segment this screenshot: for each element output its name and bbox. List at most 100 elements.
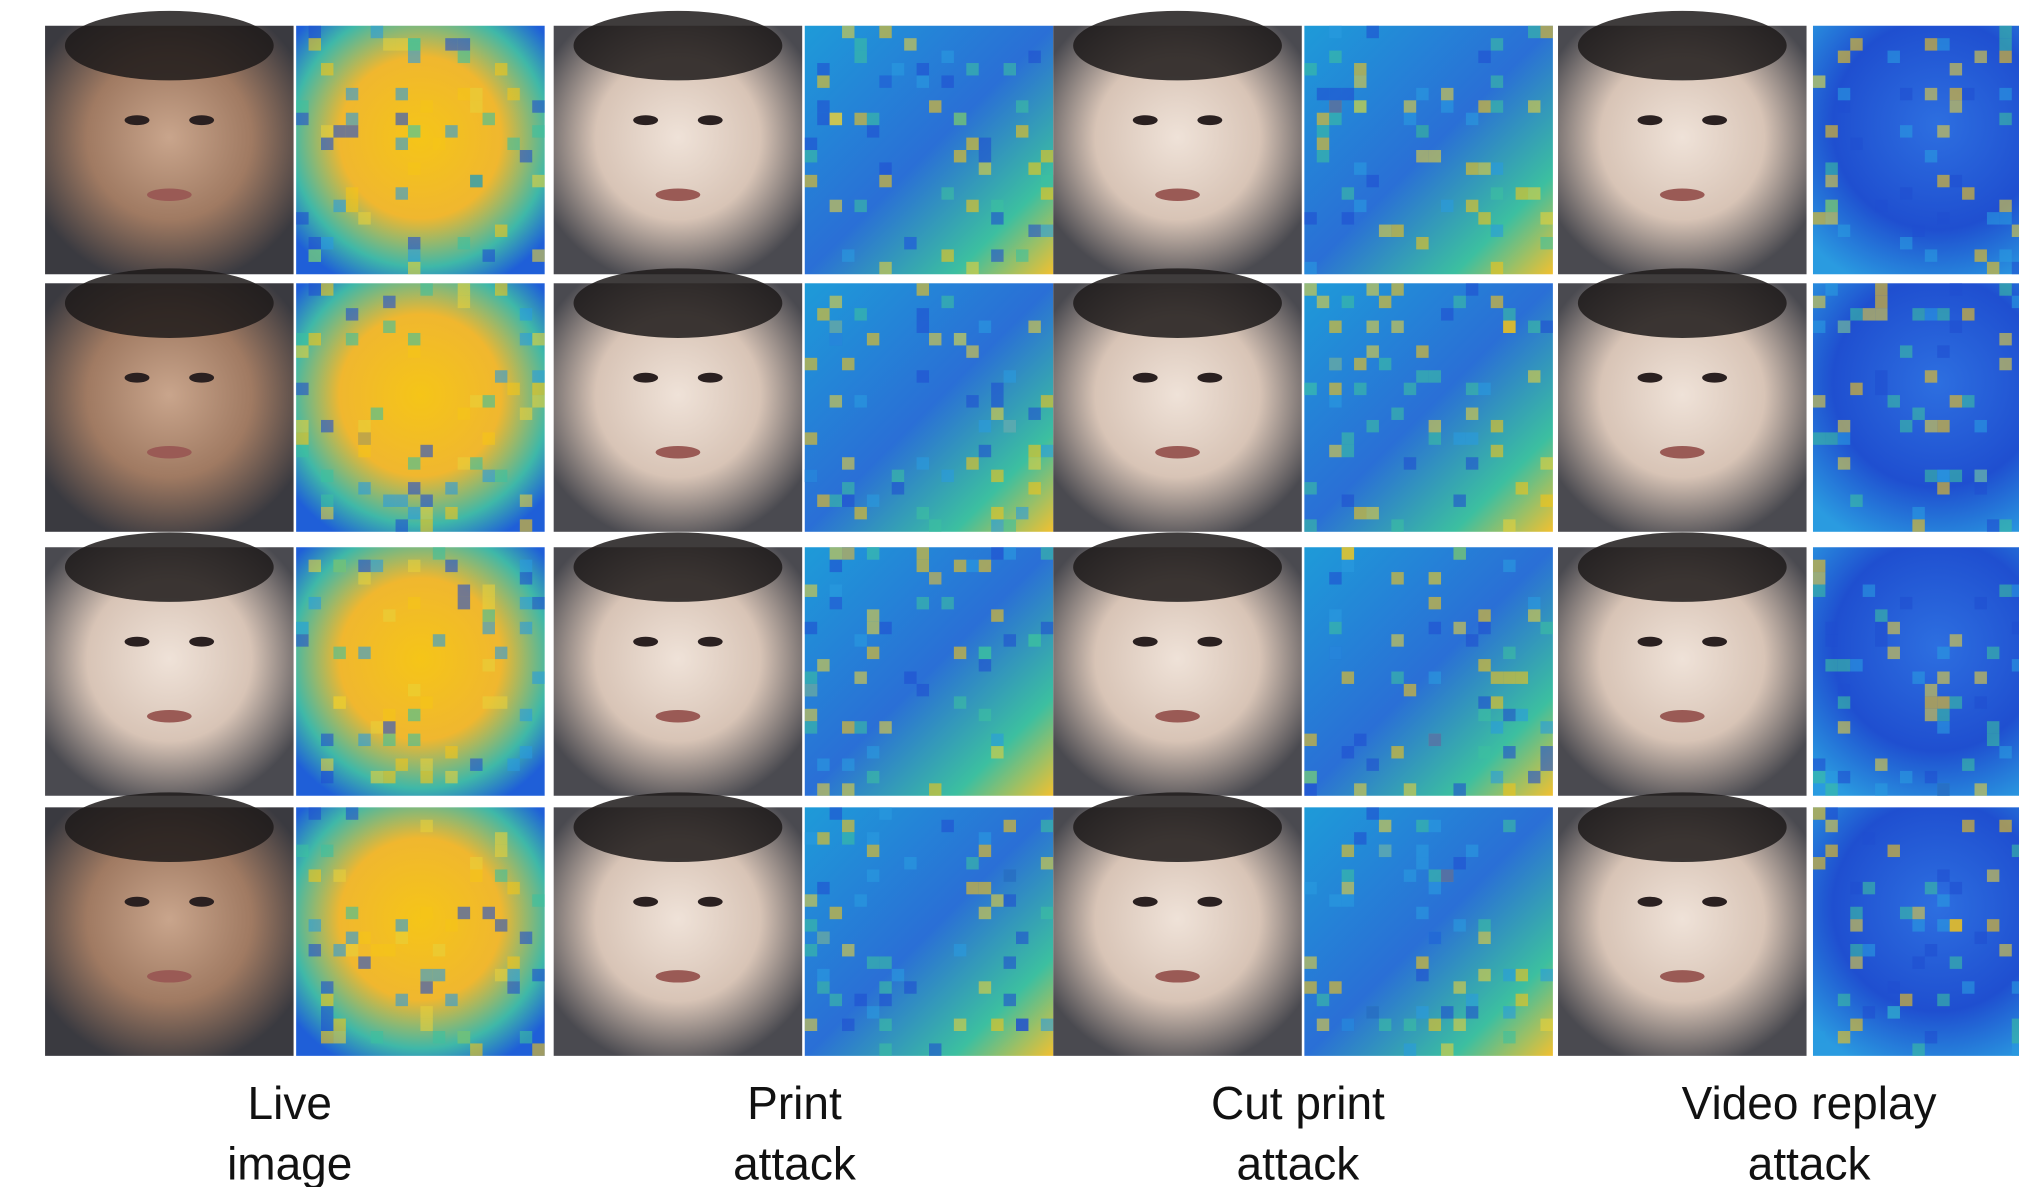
heatmap-cell xyxy=(1503,321,1515,333)
heatmap-cell xyxy=(1404,684,1416,696)
heatmap-cell xyxy=(817,100,829,112)
heatmap-cell xyxy=(817,113,829,125)
heatmap-cell xyxy=(1004,894,1016,906)
mouth xyxy=(147,710,192,722)
heatmap-cell xyxy=(867,771,879,783)
heatmap-cell xyxy=(1404,457,1416,469)
heatmap-cell xyxy=(1404,783,1416,795)
heatmap-cell xyxy=(1354,734,1366,746)
heatmap-cell xyxy=(1825,125,1837,137)
heatmap-cell xyxy=(1925,1031,1937,1043)
heatmap-cell xyxy=(966,560,978,572)
heatmap-cell xyxy=(805,585,817,597)
hair xyxy=(1073,532,1282,602)
heatmap-cell xyxy=(321,758,333,770)
heatmap-cell xyxy=(420,507,432,519)
heatmap-cell xyxy=(420,758,432,770)
heatmap-cell xyxy=(1041,622,1053,634)
heatmap-cell xyxy=(867,547,879,559)
eye xyxy=(1133,637,1158,647)
eye xyxy=(1197,637,1222,647)
heatmap-cell xyxy=(495,832,507,844)
heatmap-cell xyxy=(892,969,904,981)
heatmap-cell xyxy=(1329,26,1341,38)
heatmap-cell xyxy=(346,308,358,320)
heatmap-cell xyxy=(854,671,866,683)
heatmap-cell xyxy=(371,560,383,572)
heatmap-cell xyxy=(1416,237,1428,249)
heatmap-cell xyxy=(1875,383,1887,395)
heatmap-cell xyxy=(1342,495,1354,507)
heatmap-cell xyxy=(1925,684,1937,696)
heatmap-cell xyxy=(2012,1043,2019,1055)
heatmap-cell xyxy=(1912,956,1924,968)
heatmap-cell xyxy=(1516,187,1528,199)
heatmap-cell xyxy=(507,758,519,770)
heatmap-cell xyxy=(1925,944,1937,956)
eye xyxy=(1702,637,1727,647)
heatmap-cell xyxy=(1004,370,1016,382)
heatmap-cell xyxy=(532,671,544,683)
heatmap-cell xyxy=(817,969,829,981)
heatmap-cell xyxy=(1987,869,1999,881)
heatmap-cell xyxy=(470,758,482,770)
heatmap-cell xyxy=(1304,519,1316,531)
heatmap-cell xyxy=(1937,869,1949,881)
heatmap-cell xyxy=(1875,308,1887,320)
eye xyxy=(1638,115,1663,125)
heatmap-cell xyxy=(1962,758,1974,770)
heatmap-cell xyxy=(346,907,358,919)
heatmap-cell xyxy=(1516,994,1528,1006)
heatmap-cell xyxy=(1441,1043,1453,1055)
heatmap-cell xyxy=(1925,470,1937,482)
heatmap-cell xyxy=(979,560,991,572)
heatmap-cell xyxy=(1466,162,1478,174)
heatmap-cell xyxy=(1478,100,1490,112)
heatmap-cell xyxy=(1004,519,1016,531)
heatmap-cell xyxy=(1875,370,1887,382)
heatmap-cell xyxy=(1813,857,1825,869)
heatmap-cell xyxy=(1453,1019,1465,1031)
heatmap-cell xyxy=(1937,696,1949,708)
heatmap-cell xyxy=(520,622,532,634)
heatmap-cell xyxy=(954,696,966,708)
heatmap-cell xyxy=(309,249,321,261)
heatmap-cell xyxy=(1041,1019,1053,1031)
heatmap-cell xyxy=(1491,100,1503,112)
heatmap-cell xyxy=(532,395,544,407)
heatmap-cell xyxy=(941,75,953,87)
heatmap-cell xyxy=(842,721,854,733)
heatmap-cell xyxy=(483,432,495,444)
heatmap-cell xyxy=(1925,709,1937,721)
heatmap-cell xyxy=(842,547,854,559)
heatmap-cell xyxy=(879,1019,891,1031)
heatmap-cell xyxy=(1950,919,1962,931)
heatmap-cell xyxy=(991,507,1003,519)
heatmap-cell xyxy=(371,26,383,38)
heatmap-cell xyxy=(532,370,544,382)
heatmap-cell xyxy=(1304,283,1316,295)
eye xyxy=(633,373,658,383)
heatmap-cell xyxy=(296,622,308,634)
heatmap-cell xyxy=(1329,88,1341,100)
heatmap-cell xyxy=(1850,383,1862,395)
heatmap-cell xyxy=(941,249,953,261)
heatmap-cell xyxy=(358,432,370,444)
heatmap-cell xyxy=(1429,370,1441,382)
heatmap-cell xyxy=(1813,1031,1825,1043)
heatmap-cell xyxy=(1329,383,1341,395)
heatmap-cell xyxy=(420,445,432,457)
heatmap-cell xyxy=(1825,820,1837,832)
heatmap-cell xyxy=(532,175,544,187)
heatmap-cell xyxy=(941,51,953,63)
heatmap-cell xyxy=(346,200,358,212)
heatmap-cell xyxy=(1999,585,2011,597)
heatmap-cell xyxy=(1937,420,1949,432)
heatmap-cell xyxy=(1825,432,1837,444)
heatmap-cell xyxy=(1850,659,1862,671)
heatmap-cell xyxy=(904,38,916,50)
heatmap-cell xyxy=(1342,547,1354,559)
heatmap-cell xyxy=(830,333,842,345)
heatmap-cell xyxy=(1329,321,1341,333)
heatmap-cell xyxy=(321,734,333,746)
